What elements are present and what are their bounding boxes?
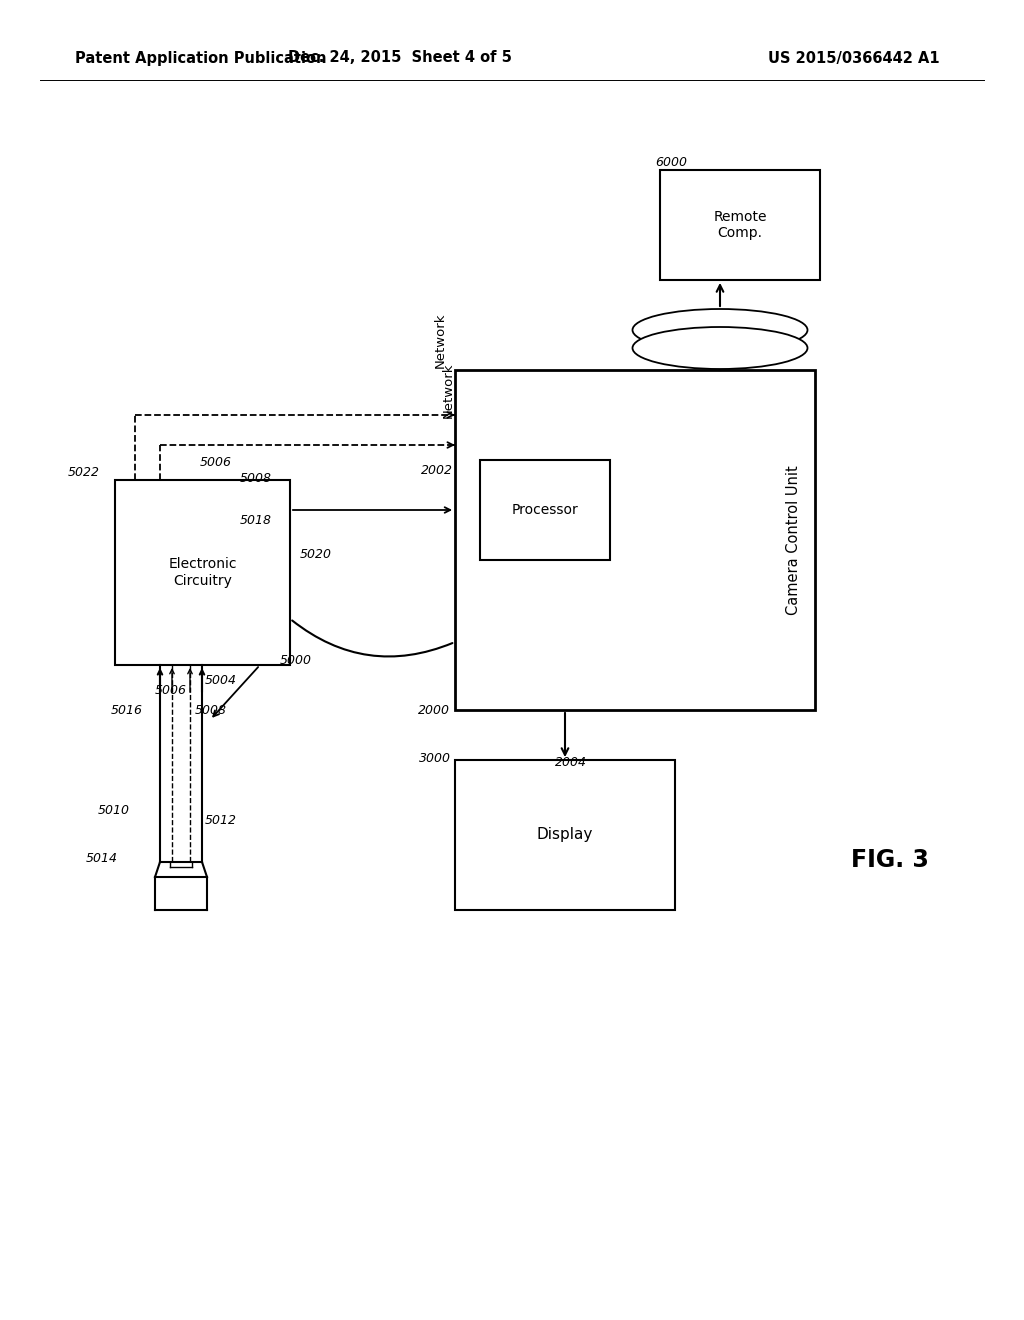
Bar [660, 170, 820, 280]
Text: 5008: 5008 [240, 471, 272, 484]
Text: FIG. 3: FIG. 3 [851, 847, 929, 873]
Text: 5012: 5012 [205, 813, 237, 826]
Text: 5004: 5004 [205, 673, 237, 686]
Text: 5008: 5008 [195, 704, 227, 717]
Text: 5022: 5022 [68, 466, 100, 479]
Bar [455, 370, 815, 710]
Text: 5014: 5014 [86, 851, 118, 865]
Text: Camera Control Unit: Camera Control Unit [785, 465, 801, 615]
Text: 5020: 5020 [300, 549, 332, 561]
Text: Network: Network [442, 362, 455, 417]
Text: 3000: 3000 [419, 751, 451, 764]
Text: 5006: 5006 [155, 684, 187, 697]
Ellipse shape [633, 309, 808, 351]
Text: 2004: 2004 [555, 755, 587, 768]
Text: 2000: 2000 [418, 704, 450, 717]
Bar [480, 459, 610, 560]
Bar [455, 760, 675, 909]
Text: 5006: 5006 [200, 455, 232, 469]
Text: Electronic
Circuitry: Electronic Circuitry [168, 557, 237, 587]
Text: Display: Display [537, 828, 593, 842]
Text: Remote
Comp.: Remote Comp. [714, 210, 767, 240]
Text: 5000: 5000 [280, 653, 312, 667]
Text: 2002: 2002 [421, 463, 453, 477]
Text: Network: Network [433, 313, 446, 368]
Text: 5010: 5010 [98, 804, 130, 817]
Text: US 2015/0366442 A1: US 2015/0366442 A1 [768, 50, 940, 66]
Text: Patent Application Publication: Patent Application Publication [75, 50, 327, 66]
Text: 5016: 5016 [111, 704, 143, 717]
Bar [115, 480, 290, 665]
Ellipse shape [633, 327, 808, 370]
Text: Processor: Processor [512, 503, 579, 517]
Text: 6000: 6000 [655, 157, 687, 169]
FancyArrowPatch shape [292, 620, 453, 656]
Text: Dec. 24, 2015  Sheet 4 of 5: Dec. 24, 2015 Sheet 4 of 5 [288, 50, 512, 66]
Text: 5018: 5018 [240, 513, 272, 527]
